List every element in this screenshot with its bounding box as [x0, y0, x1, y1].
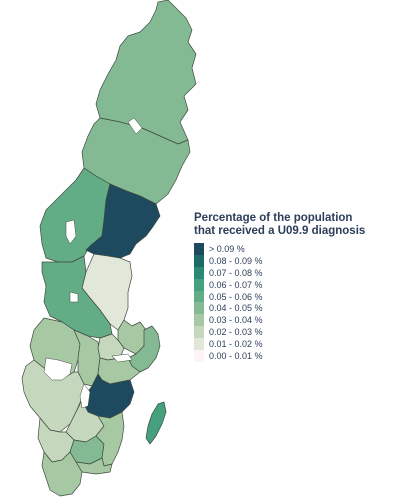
region-stockholm[interactable]: [127, 325, 161, 373]
legend-item[interactable]: 0.08 - 0.09 %: [194, 254, 400, 267]
legend-item[interactable]: 0.00 - 0.01 %: [194, 349, 400, 362]
legend-swatch: [194, 266, 204, 279]
region-vasterbotten[interactable]: [81, 117, 191, 205]
lake-storsjon: [65, 219, 77, 245]
legend-label: 0.06 - 0.07 %: [209, 279, 263, 290]
legend-title-line-2: that received a U09.9 diagnosis: [194, 225, 366, 237]
legend-item[interactable]: 0.05 - 0.06 %: [194, 290, 400, 303]
legend-swatch: [194, 278, 204, 291]
legend-swatch: [194, 242, 204, 255]
legend-label: 0.08 - 0.09 %: [209, 255, 263, 266]
legend-item[interactable]: 0.02 - 0.03 %: [194, 326, 400, 339]
legend-item[interactable]: 0.03 - 0.04 %: [194, 314, 400, 327]
lake-vanern: [43, 357, 73, 381]
legend-swatch: [194, 338, 204, 351]
legend-swatch: [194, 254, 204, 267]
legend-item[interactable]: > 0.09 %: [194, 242, 400, 255]
region-blekinge[interactable]: [75, 457, 113, 475]
legend-label: 0.04 - 0.05 %: [209, 303, 263, 314]
lake-vattern: [79, 383, 91, 409]
legend: Percentage of the population that receiv…: [194, 212, 400, 362]
region-vasternorrland[interactable]: [85, 183, 161, 259]
region-gotland[interactable]: [145, 401, 167, 445]
legend-label: 0.01 - 0.02 %: [209, 339, 263, 350]
legend-title-line-1: Percentage of the population: [194, 212, 353, 224]
legend-swatch: [194, 302, 204, 315]
lake-malaren: [111, 353, 133, 363]
legend-label: > 0.09 %: [209, 243, 245, 254]
legend-swatch: [194, 290, 204, 303]
legend-label: 0.02 - 0.03 %: [209, 327, 263, 338]
legend-label: 0.00 - 0.01 %: [209, 350, 263, 361]
legend-swatch: [194, 314, 204, 327]
legend-item[interactable]: 0.06 - 0.07 %: [194, 278, 400, 291]
legend-item[interactable]: 0.01 - 0.02 %: [194, 338, 400, 351]
legend-label: 0.05 - 0.06 %: [209, 291, 263, 302]
region-skane[interactable]: [41, 451, 83, 497]
lake-lapland: [127, 117, 143, 135]
lake-siljan: [69, 291, 79, 303]
legend-label: 0.03 - 0.04 %: [209, 315, 263, 326]
legend-label: 0.07 - 0.08 %: [209, 267, 263, 278]
legend-swatch: [194, 349, 204, 362]
legend-title: Percentage of the population that receiv…: [194, 212, 400, 238]
legend-item[interactable]: 0.04 - 0.05 %: [194, 302, 400, 315]
legend-items: > 0.09 % 0.08 - 0.09 % 0.07 - 0.08 % 0.06 -…: [194, 242, 400, 362]
legend-swatch: [194, 326, 204, 339]
legend-item[interactable]: 0.07 - 0.08 %: [194, 266, 400, 279]
